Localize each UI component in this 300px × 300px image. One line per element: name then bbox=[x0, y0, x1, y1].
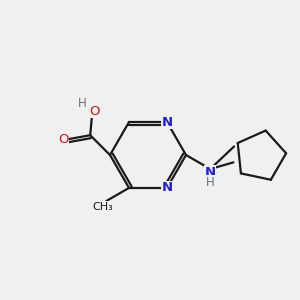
Text: CH₃: CH₃ bbox=[92, 202, 113, 212]
Text: O: O bbox=[89, 105, 100, 118]
Text: O: O bbox=[58, 133, 68, 146]
Text: N: N bbox=[161, 116, 172, 129]
Text: H: H bbox=[206, 176, 214, 188]
Text: H: H bbox=[78, 97, 87, 110]
Text: N: N bbox=[161, 182, 172, 194]
Text: N: N bbox=[205, 166, 216, 178]
